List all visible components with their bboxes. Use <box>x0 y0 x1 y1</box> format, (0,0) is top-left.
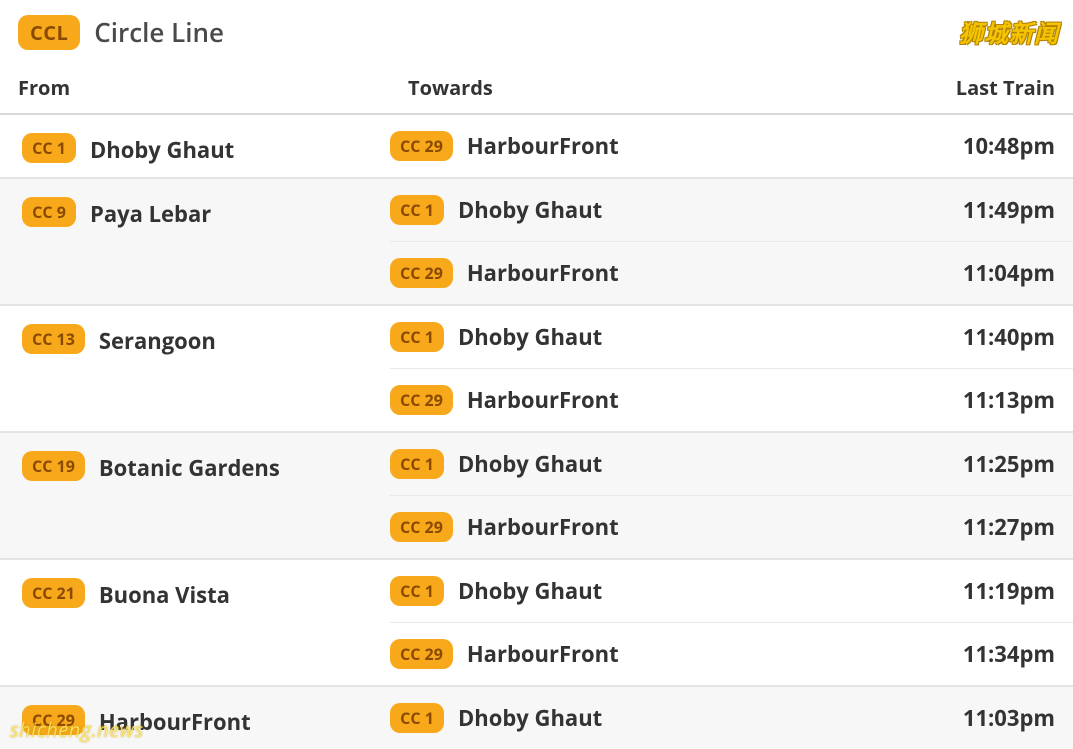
table-row: CC 9 Paya Lebar CC 1 Dhoby Ghaut 11:49pm CC 2… <box>0 179 1073 306</box>
from-cell: CC 13 Serangoon <box>0 306 390 431</box>
station-code-badge: CC 1 <box>22 133 76 163</box>
table-row: CC 13 Serangoon CC 1 Dhoby Ghaut 11:40pm CC 2… <box>0 306 1073 433</box>
destination-name: HarbourFront <box>467 258 619 288</box>
last-train-time: 11:03pm <box>895 703 1055 733</box>
destination-row: CC 1 Dhoby Ghaut 11:03pm <box>390 687 1073 749</box>
destination-row: CC 1 Dhoby Ghaut 11:40pm <box>390 306 1073 369</box>
destination-row: CC 29 HarbourFront 11:27pm <box>390 496 1073 558</box>
destination-left: CC 29 HarbourFront <box>390 385 895 415</box>
table-row: CC 21Buona VistaCC 1Dhoby Ghaut11:19pmCC… <box>0 560 1073 687</box>
destination-code-badge: CC 1 <box>390 703 444 733</box>
destination-name: Dhoby Ghaut <box>458 449 602 479</box>
destination-left: CC 1 Dhoby Ghaut <box>390 576 895 606</box>
last-train-time: 11:49pm <box>895 195 1055 225</box>
from-cell: CC 19 Botanic Gardens <box>0 433 390 558</box>
station-name: Botanic Gardens <box>99 451 280 483</box>
station-code-badge: CC 9 <box>22 197 76 227</box>
line-title: Circle Line <box>94 14 224 50</box>
destination-left: CC 29 HarbourFront <box>390 258 895 288</box>
last-train-time: 11:34pm <box>895 639 1055 669</box>
destination-row: CC 29 HarbourFront 11:34pm <box>390 623 1073 685</box>
destination-left: CC 29 HarbourFront <box>390 639 895 669</box>
table-row: CC 19 Botanic Gardens CC 1 Dhoby Ghaut 11:25… <box>0 433 1073 560</box>
destination-row: CC 29 HarbourFront 10:48pm <box>390 115 1073 177</box>
destination-name: HarbourFront <box>467 131 619 161</box>
watermark-top: 狮城新闻 <box>959 14 1059 50</box>
destination-code-badge: CC 1 <box>390 576 444 606</box>
destination-left: CC 1 Dhoby Ghaut <box>390 195 895 225</box>
line-header: CCL Circle Line <box>0 0 1073 68</box>
col-header-towards: Towards <box>408 74 895 101</box>
destination-left: CC 29 HarbourFront <box>390 131 895 161</box>
station-code-badge: CC 13 <box>22 324 85 354</box>
destination-name: HarbourFront <box>467 639 619 669</box>
destination-left: CC 1 Dhoby Ghaut <box>390 322 895 352</box>
destination-name: Dhoby Ghaut <box>458 195 602 225</box>
destination-name: Dhoby Ghaut <box>458 576 602 606</box>
station-name: Buona Vista <box>99 578 230 610</box>
last-train-time: 11:04pm <box>895 258 1055 288</box>
destination-code-badge: CC 29 <box>390 512 453 542</box>
destination-left: CC 29 HarbourFront <box>390 512 895 542</box>
station-name: Paya Lebar <box>90 197 211 229</box>
destination-row: CC 29 HarbourFront 11:13pm <box>390 369 1073 431</box>
last-train-time: 11:13pm <box>895 385 1055 415</box>
station-name: Serangoon <box>99 324 216 356</box>
destination-list: CC 1 Dhoby Ghaut 11:49pm CC 29 HarbourFront 1… <box>390 179 1073 304</box>
destination-list: CC 1 Dhoby Ghaut 11:25pm CC 29 HarbourFront 1… <box>390 433 1073 558</box>
from-cell: CC 21 Buona Vista <box>0 560 390 685</box>
destination-code-badge: CC 29 <box>390 385 453 415</box>
last-train-time: 11:40pm <box>895 322 1055 352</box>
destination-list: CC 1 Dhoby Ghaut 11:03pm <box>390 687 1073 749</box>
last-train-time: 10:48pm <box>895 131 1055 161</box>
destination-code-badge: CC 1 <box>390 322 444 352</box>
destination-code-badge: CC 1 <box>390 449 444 479</box>
watermark-bottom: shicheng.news <box>10 716 144 743</box>
station-code-badge: CC 21 <box>22 578 85 608</box>
col-header-from: From <box>18 74 408 101</box>
destination-left: CC 1 Dhoby Ghaut <box>390 449 895 479</box>
destination-list: CC 29 HarbourFront 10:48pm <box>390 115 1073 177</box>
station-name: Dhoby Ghaut <box>90 133 234 165</box>
table-row: CC 1 Dhoby Ghaut CC 29 HarbourFront 10:48pm <box>0 115 1073 179</box>
timetable-rows: CC 1Dhoby GhautCC 29HarbourFront10:48pmC… <box>0 115 1073 749</box>
from-cell: CC 1 Dhoby Ghaut <box>0 115 390 177</box>
destination-left: CC 1 Dhoby Ghaut <box>390 703 895 733</box>
destination-row: CC 1 Dhoby Ghaut 11:49pm <box>390 179 1073 242</box>
last-train-time: 11:25pm <box>895 449 1055 479</box>
destination-name: Dhoby Ghaut <box>458 703 602 733</box>
destination-name: Dhoby Ghaut <box>458 322 602 352</box>
destination-list: CC 1 Dhoby Ghaut 11:19pm CC 29 HarbourFront 1… <box>390 560 1073 685</box>
last-train-time: 11:19pm <box>895 576 1055 606</box>
line-badge: CCL <box>18 15 80 50</box>
destination-code-badge: CC 29 <box>390 258 453 288</box>
from-cell: CC 9 Paya Lebar <box>0 179 390 304</box>
destination-list: CC 1 Dhoby Ghaut 11:40pm CC 29 HarbourFront 1… <box>390 306 1073 431</box>
column-headers: From Towards Last Train <box>0 68 1073 115</box>
destination-name: HarbourFront <box>467 512 619 542</box>
destination-row: CC 29 HarbourFront 11:04pm <box>390 242 1073 304</box>
destination-name: HarbourFront <box>467 385 619 415</box>
table-row: CC 29HarbourFrontCC 1Dhoby Ghaut11:03pm <box>0 687 1073 749</box>
destination-code-badge: CC 1 <box>390 195 444 225</box>
destination-row: CC 1 Dhoby Ghaut 11:25pm <box>390 433 1073 496</box>
col-header-last: Last Train <box>895 74 1055 101</box>
destination-code-badge: CC 29 <box>390 639 453 669</box>
destination-row: CC 1 Dhoby Ghaut 11:19pm <box>390 560 1073 623</box>
destination-code-badge: CC 29 <box>390 131 453 161</box>
last-train-time: 11:27pm <box>895 512 1055 542</box>
station-code-badge: CC 19 <box>22 451 85 481</box>
